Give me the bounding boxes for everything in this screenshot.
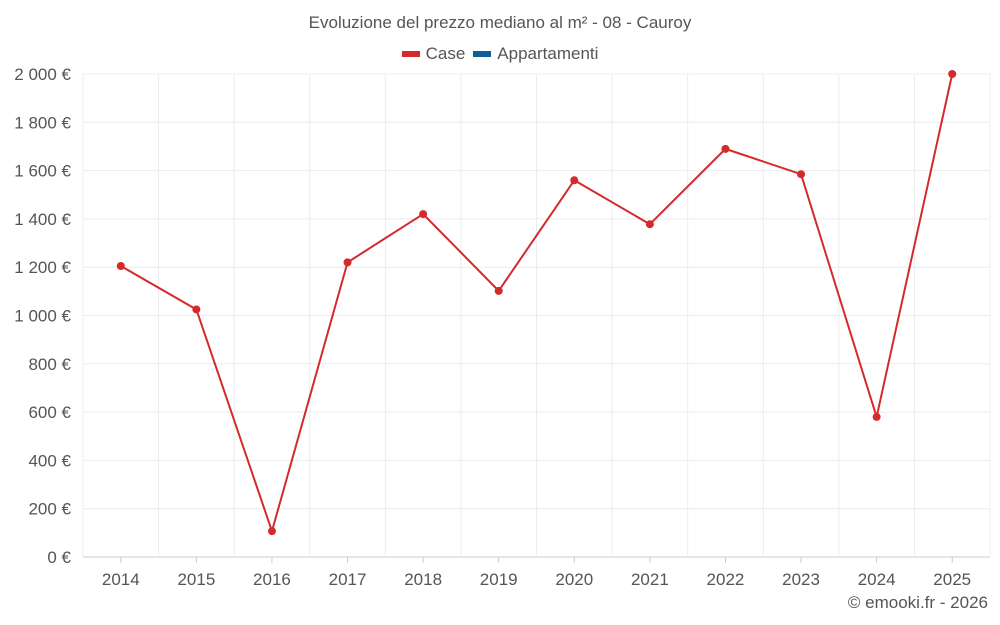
y-tick-label: 200 € xyxy=(28,500,71,519)
axis-layer: 0 € 200 € 400 € 600 € 800 € 1 000 € 1 200 € 1 4… xyxy=(14,65,971,589)
grid-layer xyxy=(82,73,991,558)
x-tick-label: 2014 xyxy=(102,570,140,589)
x-tick-label: 2019 xyxy=(480,570,518,589)
legend-label-case: Case xyxy=(425,44,466,63)
data-point-2019[interactable] xyxy=(494,286,503,295)
y-tick-label: 1 200 € xyxy=(14,258,71,277)
series-line-case xyxy=(120,73,954,533)
y-tick-label: 800 € xyxy=(28,355,71,374)
x-tick-label: 2021 xyxy=(631,570,669,589)
x-tick-label: 2024 xyxy=(858,570,896,589)
data-point-2024[interactable] xyxy=(872,412,881,421)
y-tick-label: 600 € xyxy=(28,403,71,422)
data-point-2017[interactable] xyxy=(343,258,352,267)
series-layer xyxy=(116,70,957,536)
x-tick-label: 2020 xyxy=(555,570,593,589)
y-tick-label: 400 € xyxy=(28,451,71,470)
legend-swatch-appartamenti xyxy=(473,51,492,57)
x-tick-label: 2025 xyxy=(933,570,971,589)
x-tick-label: 2023 xyxy=(782,570,820,589)
data-point-2018[interactable] xyxy=(419,210,428,219)
data-point-2020[interactable] xyxy=(570,176,579,185)
data-point-2016[interactable] xyxy=(267,527,276,536)
data-point-2022[interactable] xyxy=(721,144,730,153)
credit-text: © emooki.fr - 2026 xyxy=(847,593,988,612)
x-tick-label: 2017 xyxy=(329,570,367,589)
chart-title: Evoluzione del prezzo mediano al m² - 08… xyxy=(308,13,692,32)
y-tick-label: 1 000 € xyxy=(14,307,71,326)
legend: Case Appartamenti xyxy=(0,44,1000,64)
legend-label-appartamenti: Appartamenti xyxy=(497,44,599,63)
y-tick-label: 1 400 € xyxy=(14,210,71,229)
data-point-2015[interactable] xyxy=(192,305,201,314)
x-tick-label: 2022 xyxy=(707,570,745,589)
y-tick-label: 0 € xyxy=(47,548,71,567)
data-point-2025[interactable] xyxy=(948,70,957,78)
legend-item-case[interactable]: Case xyxy=(401,44,466,64)
data-point-2023[interactable] xyxy=(797,170,806,179)
x-tick-label: 2016 xyxy=(253,570,291,589)
y-tick-label: 2 000 € xyxy=(14,65,71,84)
legend-item-appartamenti[interactable]: Appartamenti xyxy=(473,44,598,64)
legend-swatch-case xyxy=(401,51,420,57)
x-tick-label: 2018 xyxy=(404,570,442,589)
data-point-2021[interactable] xyxy=(645,220,654,229)
x-tick-label: 2015 xyxy=(177,570,215,589)
y-tick-label: 1 800 € xyxy=(14,113,71,132)
y-tick-label: 1 600 € xyxy=(14,162,71,181)
data-point-2014[interactable] xyxy=(116,261,125,270)
